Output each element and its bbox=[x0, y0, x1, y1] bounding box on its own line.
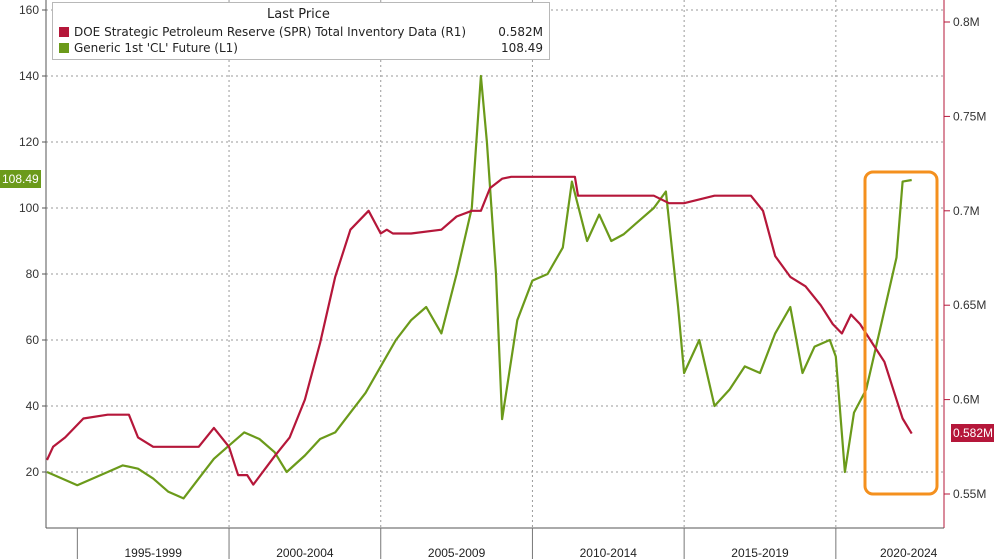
right-tick-label: 0.8M bbox=[953, 15, 980, 29]
right-tick-label: 0.65M bbox=[953, 298, 986, 312]
left-tick-label: 40 bbox=[26, 399, 40, 413]
last-price-tag-spr: 0.582M bbox=[951, 424, 994, 442]
series-line-spr-inventory bbox=[46, 175, 913, 486]
left-tick-label: 160 bbox=[19, 3, 39, 17]
x-tick-label: 1995-1999 bbox=[124, 546, 182, 559]
legend-swatch-spr bbox=[59, 27, 69, 37]
legend-value-spr: 0.582M bbox=[498, 25, 543, 39]
right-tick-label: 0.7M bbox=[953, 204, 980, 218]
right-tick-label: 0.75M bbox=[953, 109, 986, 123]
left-tick-label: 140 bbox=[19, 69, 39, 83]
right-tick-label: 0.6M bbox=[953, 393, 980, 407]
x-tick-label: 2000-2004 bbox=[276, 546, 334, 559]
x-tick-label: 2010-2014 bbox=[580, 546, 638, 559]
right-tick-label: 0.55M bbox=[953, 487, 986, 501]
x-tick-label: 2015-2019 bbox=[731, 546, 789, 559]
last-price-tag-cl: 108.49 bbox=[0, 170, 41, 188]
legend-header: Last Price bbox=[267, 7, 330, 22]
series-line-cl-future bbox=[46, 74, 912, 500]
legend-label-cl: Generic 1st 'CL' Future (L1) bbox=[74, 41, 238, 55]
chart-legend: Last Price DOE Strategic Petroleum Reser… bbox=[52, 2, 550, 60]
legend-value-cl: 108.49 bbox=[501, 41, 543, 55]
left-tick-label: 60 bbox=[26, 333, 40, 347]
legend-item-spr: DOE Strategic Petroleum Reserve (SPR) To… bbox=[59, 24, 543, 40]
highlight-box bbox=[863, 170, 939, 496]
left-tick-label: 20 bbox=[26, 465, 40, 479]
legend-swatch-cl bbox=[59, 43, 69, 53]
left-tick-label: 100 bbox=[19, 201, 39, 215]
left-tick-label: 120 bbox=[19, 135, 39, 149]
x-tick-label: 2020-2024 bbox=[880, 546, 938, 559]
x-tick-label: 2005-2009 bbox=[428, 546, 486, 559]
left-tick-label: 80 bbox=[26, 267, 40, 281]
legend-label-spr: DOE Strategic Petroleum Reserve (SPR) To… bbox=[74, 25, 467, 39]
legend-item-cl: Generic 1st 'CL' Future (L1) 108.49 bbox=[59, 40, 543, 56]
